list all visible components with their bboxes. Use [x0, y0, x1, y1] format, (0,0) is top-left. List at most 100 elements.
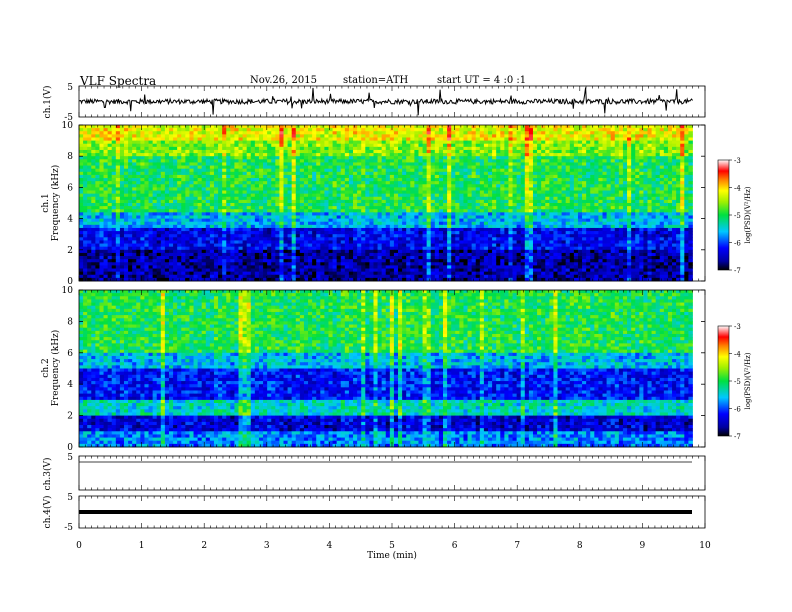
spectrogram-cell — [631, 199, 636, 204]
spectrogram-cell — [291, 187, 297, 191]
spectrogram-cell — [414, 125, 419, 129]
spectrogram-cell — [320, 215, 325, 219]
spectrogram-cell — [287, 159, 293, 163]
spectrogram-cell — [185, 212, 190, 216]
spectrogram-cell — [111, 184, 117, 188]
spectrogram-cell — [618, 168, 624, 173]
spectrogram-cell — [91, 212, 96, 216]
spectrogram-cell — [594, 215, 599, 219]
spectrogram-cell — [79, 224, 84, 229]
spectrogram-cell — [459, 215, 464, 219]
spectrogram-cell — [242, 146, 248, 151]
spectrogram-cell — [434, 215, 440, 219]
spectrogram-cell — [688, 196, 693, 201]
spectrogram-cell — [385, 159, 391, 163]
spectrogram-cell — [254, 131, 260, 135]
spectrogram-cell — [520, 146, 526, 151]
spectrogram-cell — [569, 181, 575, 185]
spectrogram-cell — [667, 137, 673, 141]
spectrogram-cell — [487, 218, 493, 223]
spectrogram-cell — [447, 153, 452, 157]
spectrogram-cell — [267, 168, 272, 173]
spectrogram-cell — [443, 156, 448, 160]
spectrogram-cell — [107, 162, 113, 166]
spectrogram-cell — [222, 143, 227, 148]
spectrogram-cell — [676, 131, 681, 135]
spectrogram-cell — [443, 224, 448, 229]
spectrogram-cell — [504, 187, 509, 191]
spectrogram-cell — [569, 215, 575, 219]
spectrogram-cell — [250, 218, 256, 223]
spectrogram-cell — [164, 146, 170, 151]
spectrogram-cell — [181, 190, 186, 195]
spectrogram-cell — [99, 146, 104, 151]
spectrogram-cell — [684, 159, 689, 163]
spectrogram-cell — [561, 209, 567, 213]
spectrogram-cell — [148, 227, 154, 232]
spectrogram-cell — [635, 224, 640, 229]
spectrogram-cell — [258, 156, 264, 160]
spectrogram-cell — [275, 181, 280, 185]
spectrogram-cell — [287, 146, 293, 151]
spectrogram-cell — [156, 171, 162, 176]
spectrogram-cell — [639, 174, 644, 179]
spectrogram-cell — [340, 159, 346, 163]
spectrogram-cell — [541, 184, 546, 188]
spectrogram-cell — [336, 137, 342, 141]
spectrogram-cell — [410, 184, 415, 188]
spectrogram-cell — [164, 178, 170, 182]
spectrogram-cell — [487, 206, 493, 210]
spectrogram-cell — [582, 224, 587, 229]
spectrogram-cell — [140, 174, 145, 179]
spectrogram-cell — [258, 128, 264, 132]
spectrogram-cell — [209, 212, 215, 216]
spectrogram-cell — [438, 153, 444, 157]
spectrogram-cell — [577, 212, 583, 216]
spectrogram-cell — [275, 156, 280, 160]
figure-title: VLF Spectra — [80, 74, 157, 88]
spectrogram-cell — [459, 162, 464, 166]
spectrogram-cell — [140, 196, 145, 201]
spectrogram-cell — [565, 218, 571, 223]
spectrogram-cell — [418, 212, 423, 216]
spectrogram-cell — [373, 134, 378, 138]
spectrogram-cell — [119, 171, 125, 176]
spectrogram-cell — [663, 206, 669, 210]
spectrogram-cell — [299, 125, 305, 129]
spectrogram-cell — [504, 149, 509, 154]
spectrogram-cell — [353, 224, 358, 229]
spectrogram-cell — [672, 149, 677, 154]
spectrogram-cell — [557, 174, 562, 179]
spectrogram-cell — [606, 134, 612, 138]
spectrogram-cell — [373, 193, 378, 198]
spectrogram-cell — [332, 143, 338, 148]
spectrogram-cell — [279, 171, 284, 176]
spectrogram-cell — [291, 140, 297, 145]
spectrogram-cell — [119, 212, 125, 216]
spectrogram-cell — [320, 224, 325, 229]
spectrogram-cell — [344, 218, 350, 223]
spectrogram-cell — [148, 162, 154, 166]
spectrogram-cell — [651, 184, 657, 188]
spectrogram-cell — [83, 227, 88, 232]
spectrogram-cell — [622, 162, 628, 166]
spectrogram-cell — [83, 168, 88, 173]
spectrogram-cell — [103, 134, 109, 138]
spectrogram-cell — [487, 221, 493, 226]
spectrogram-cell — [344, 153, 350, 157]
spectrogram-cell — [676, 153, 681, 157]
spectrogram-cell — [402, 159, 407, 163]
spectrogram-cell — [557, 178, 562, 182]
spectrogram-cell — [430, 193, 436, 198]
spectrogram-cell — [402, 215, 407, 219]
spectrogram-cell — [95, 184, 100, 188]
spectrogram-cell — [504, 156, 509, 160]
spectrogram-cell — [173, 190, 178, 195]
spectrogram-cell — [140, 165, 145, 170]
spectrogram-cell — [688, 203, 693, 207]
spectrogram-cell — [492, 125, 497, 129]
spectrogram-cell — [324, 209, 329, 213]
spectrogram-cell — [377, 187, 383, 191]
spectrogram-cell — [508, 209, 513, 213]
spectrogram-cell — [451, 206, 456, 210]
